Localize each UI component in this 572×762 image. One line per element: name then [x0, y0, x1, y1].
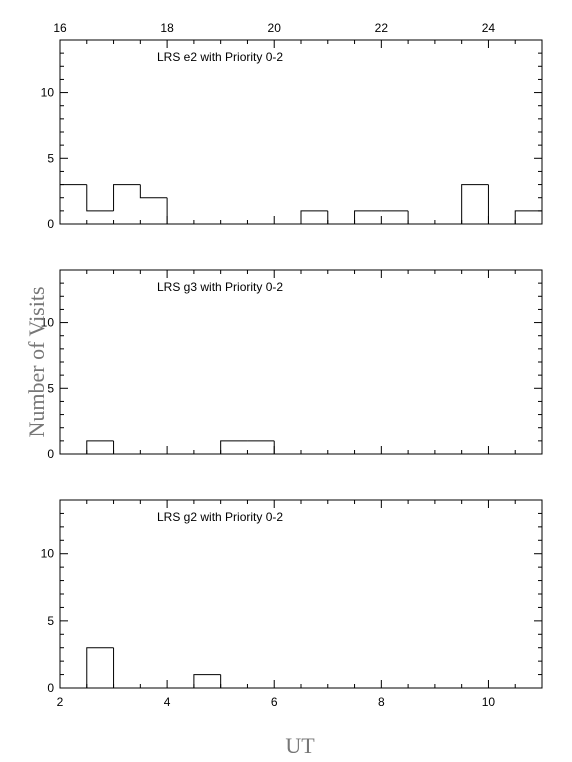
panel-title: LRS g3 with Priority 0-2	[157, 280, 283, 294]
histogram-bin	[86, 440, 114, 454]
x-tick-label: 6	[271, 695, 278, 709]
histogram-bin	[514, 210, 543, 224]
plot-frame	[59, 39, 543, 225]
y-tick-label: 0	[47, 447, 54, 461]
histogram-bin	[407, 210, 435, 225]
y-tick-label: 0	[47, 681, 54, 695]
histogram-bin	[113, 647, 141, 689]
x-tick-label: 10	[482, 695, 496, 709]
plot-frame	[59, 269, 543, 455]
x-tick-label: 4	[164, 695, 171, 709]
panel-lrs-g3: LRS g3 with Priority 0-2 0 5 10	[41, 269, 543, 461]
x-axis-label: UT	[285, 733, 315, 758]
histogram-bin	[113, 440, 141, 455]
top-x-tick-label: 18	[160, 21, 174, 35]
histogram-bin	[166, 197, 194, 225]
histogram-bin	[86, 184, 114, 212]
y-tick-label: 5	[47, 614, 54, 628]
histogram-bin	[113, 184, 141, 211]
histogram-bin	[220, 674, 248, 689]
x-tick-label: 2	[57, 695, 64, 709]
panel-lrs-g2: LRS g2 with Priority 0-2 0 5 10 2 4 6 8 10	[41, 499, 543, 709]
y-tick-label: 0	[47, 217, 54, 231]
top-x-tick-label: 24	[482, 21, 496, 35]
top-x-tick-label: 22	[375, 21, 389, 35]
y-tick-label: 10	[41, 547, 55, 561]
histogram-bin	[139, 184, 168, 199]
histogram-bin	[220, 440, 248, 454]
histogram-bin	[354, 210, 382, 224]
plot-frame	[59, 499, 543, 689]
histogram-bin	[487, 184, 516, 225]
histogram-bin	[327, 210, 355, 225]
histogram-bin	[86, 647, 114, 688]
top-x-tick-label: 16	[53, 21, 67, 35]
histogram-bin	[273, 440, 301, 455]
x-tick-label: 8	[378, 695, 385, 709]
y-tick-label: 5	[47, 151, 54, 165]
top-x-tick-label: 20	[268, 21, 282, 35]
y-tick-label: 5	[47, 381, 54, 395]
panel-title: LRS e2 with Priority 0-2	[157, 50, 283, 64]
panel-title: LRS g2 with Priority 0-2	[157, 510, 283, 524]
histogram-bin	[300, 210, 328, 224]
y-tick-label: 10	[41, 86, 55, 100]
y-tick-label: 10	[41, 316, 55, 330]
histogram-bin	[193, 674, 221, 688]
y-axis-label: Number of Visits	[24, 286, 49, 437]
histogram-bin	[461, 184, 489, 224]
panel-lrs-e2: LRS e2 with Priority 0-2 0 5 10 16 18 20 22 24	[41, 21, 543, 231]
histogram-bin	[59, 184, 87, 224]
